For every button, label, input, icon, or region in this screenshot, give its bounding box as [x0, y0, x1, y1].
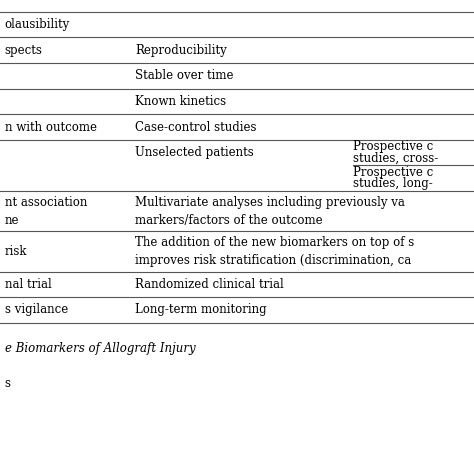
Text: e Biomarkers of Allograft Injury: e Biomarkers of Allograft Injury [5, 342, 195, 355]
Text: Multivariate analyses including previously va: Multivariate analyses including previous… [135, 196, 405, 209]
Text: nal trial: nal trial [5, 278, 52, 291]
Text: s vigilance: s vigilance [5, 303, 68, 317]
Text: Case-control studies: Case-control studies [135, 120, 256, 134]
Text: studies, long-: studies, long- [353, 177, 433, 191]
Text: Reproducibility: Reproducibility [135, 44, 227, 57]
Text: Known kinetics: Known kinetics [135, 95, 226, 108]
Text: nt association: nt association [5, 196, 87, 209]
Text: Unselected patients: Unselected patients [135, 146, 254, 159]
Text: improves risk stratification (discrimination, ca: improves risk stratification (discrimina… [135, 254, 411, 267]
Text: The addition of the new biomarkers on top of s: The addition of the new biomarkers on to… [135, 236, 414, 249]
Text: risk: risk [5, 245, 27, 258]
Text: markers/factors of the outcome: markers/factors of the outcome [135, 213, 323, 227]
Text: ne: ne [5, 213, 19, 227]
Text: s: s [5, 377, 11, 390]
Text: studies, cross-: studies, cross- [353, 152, 438, 165]
Text: Stable over time: Stable over time [135, 69, 234, 82]
Text: olausibility: olausibility [5, 18, 70, 31]
Text: Prospective c: Prospective c [353, 140, 433, 154]
Text: Long-term monitoring: Long-term monitoring [135, 303, 267, 317]
Text: Randomized clinical trial: Randomized clinical trial [135, 278, 284, 291]
Text: spects: spects [5, 44, 43, 57]
Text: n with outcome: n with outcome [5, 120, 97, 134]
Text: Prospective c: Prospective c [353, 166, 433, 179]
